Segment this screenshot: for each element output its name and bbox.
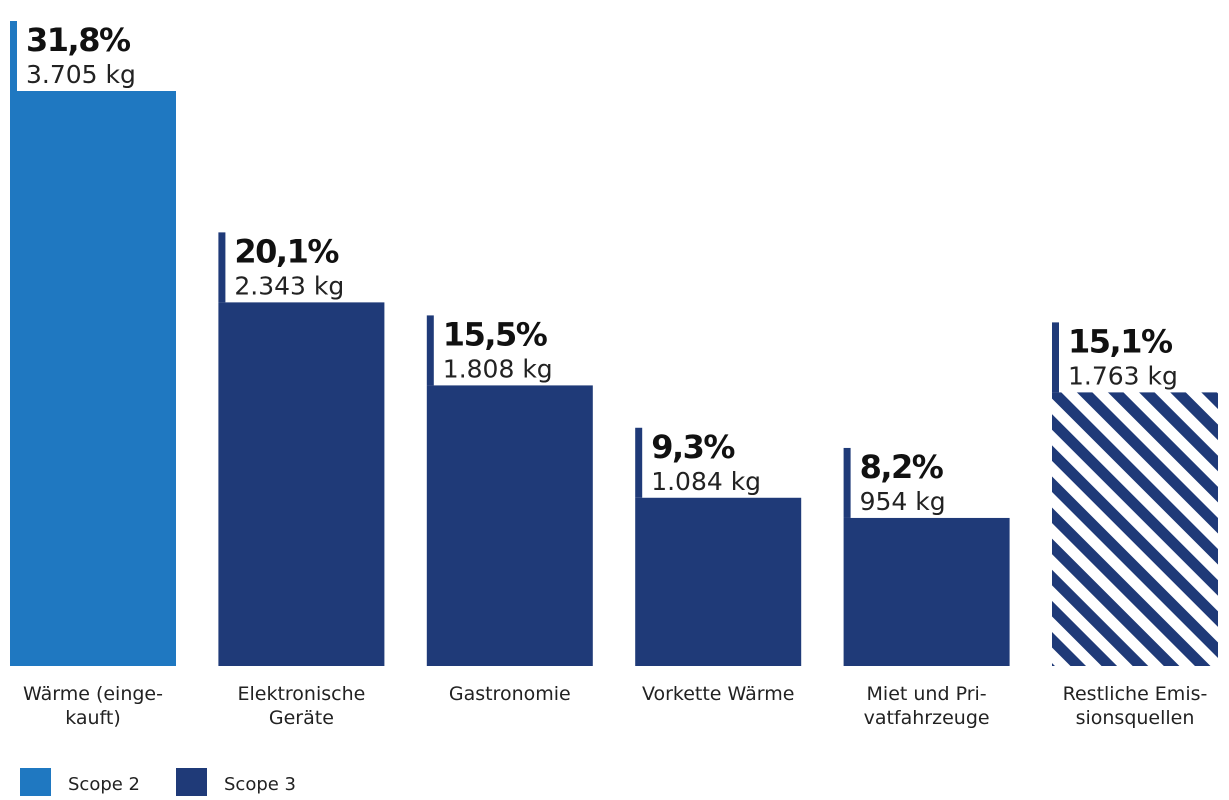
category-label-2: Elektronische Geräte [237,683,365,729]
label-marker-3 [426,315,434,386]
bar-6 [1052,392,1218,666]
value-label-5: 954 kg [860,487,946,516]
legend-swatch-scope-3 [176,768,207,796]
value-label-3: 1.808 kg [443,354,553,383]
percent-label-2: 20,1% [234,232,339,270]
label-marker-6 [1052,322,1059,393]
legend-label-scope-3: Scope 3 [224,774,296,795]
labels-layer: 31,8%3.705 kg Wärme (einge-kauft) 20,1%2.3… [23,21,1207,729]
label-marker-5 [843,447,851,518]
bar-4 [635,497,802,666]
percent-label-3: 15,5% [443,315,548,353]
category-label-5: Miet und Pri-vatfahrzeuge [864,683,990,729]
label-marker-1 [10,21,17,91]
legend: Scope 2 Scope 3 [20,768,296,796]
value-label-4: 1.084 kg [651,467,761,496]
value-label-6: 1.763 kg [1068,361,1178,390]
label-marker-2 [218,232,226,303]
legend-label-scope-2: Scope 2 [68,774,140,795]
bar-5 [843,517,1010,666]
value-label-1: 3.705 kg [26,60,136,89]
category-label-1: Wärme (einge-kauft) [23,683,163,729]
value-label-2: 2.343 kg [234,271,344,300]
percent-label-5: 8,2% [860,448,944,486]
legend-swatch-scope-2 [20,768,51,796]
category-label-4: Vorkette Wärme [642,683,795,705]
bar-2 [218,302,385,666]
bar-1 [10,91,176,666]
category-label-3: Gastronomie [449,683,571,705]
category-label-6: Restliche Emis-sionsquellen [1063,683,1208,729]
bar-3 [426,385,593,666]
percent-label-6: 15,1% [1068,322,1173,360]
bars-layer [10,21,1218,666]
label-marker-4 [635,427,643,498]
percent-label-1: 31,8% [26,21,131,59]
percent-label-4: 9,3% [651,428,735,466]
